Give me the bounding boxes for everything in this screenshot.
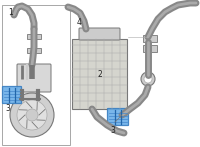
FancyBboxPatch shape [17, 64, 51, 92]
FancyBboxPatch shape [2, 86, 22, 103]
FancyBboxPatch shape [79, 28, 120, 40]
Circle shape [144, 75, 152, 83]
Circle shape [26, 109, 38, 121]
Text: 1: 1 [8, 8, 13, 17]
Text: 3: 3 [5, 104, 10, 113]
Circle shape [10, 93, 54, 137]
Text: 4: 4 [77, 18, 82, 27]
FancyBboxPatch shape [27, 48, 41, 53]
FancyBboxPatch shape [27, 34, 41, 39]
Text: 2: 2 [98, 70, 102, 78]
FancyBboxPatch shape [143, 35, 157, 42]
Circle shape [17, 100, 47, 130]
Circle shape [141, 72, 155, 86]
FancyBboxPatch shape [143, 45, 157, 52]
Text: 3: 3 [110, 126, 115, 135]
FancyBboxPatch shape [108, 108, 128, 126]
FancyBboxPatch shape [72, 39, 127, 109]
